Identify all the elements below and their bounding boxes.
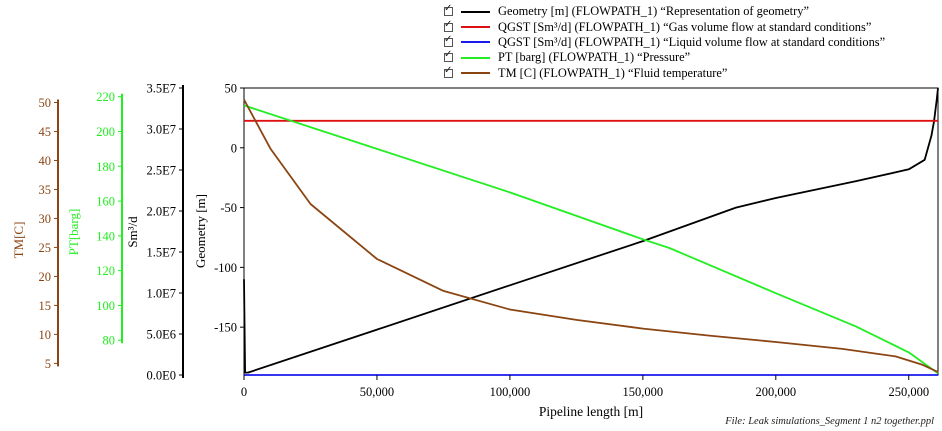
legend-swatch (461, 56, 490, 59)
legend-checkbox[interactable] (444, 3, 453, 17)
legend-swatch (461, 41, 490, 44)
legend: Geometry [m] (FLOWPATH_1) “Representatio… (444, 3, 942, 81)
sm3d-tick-label: 2.0E7 (146, 205, 176, 219)
sm3d-tick-label: 3.0E7 (146, 123, 176, 137)
tm-axis-label: TM[C] (11, 222, 26, 259)
geometry-tick-label: -150 (214, 321, 237, 335)
sm3d-tick-label: 2.5E7 (146, 164, 176, 178)
legend-item-qgst-gas[interactable]: QGST [Sm³/d] (FLOWPATH_1) “Gas volume fl… (444, 19, 942, 34)
pt-tick-label: 180 (96, 160, 115, 174)
pt-tick-label: 100 (96, 299, 115, 313)
sm3d-tick-label: 3.5E7 (146, 82, 176, 96)
x-tick-label: 250,000 (888, 385, 929, 399)
legend-label: QGST [Sm³/d] (FLOWPATH_1) “Gas volume fl… (498, 19, 872, 34)
geometry-tick-label: 50 (225, 82, 238, 96)
legend-item-tm[interactable]: TM [C] (FLOWPATH_1) “Fluid temperature” (444, 65, 942, 81)
series-line-geometry-m (243, 87, 939, 374)
file-note: File: Leak simulations_Segment 1 n2 toge… (725, 416, 934, 427)
x-axis-label: Pipeline length [m] (539, 404, 643, 419)
legend-label: Geometry [m] (FLOWPATH_1) “Representatio… (498, 4, 809, 19)
tm-tick-label: 10 (39, 328, 52, 342)
legend-checkbox[interactable] (444, 65, 453, 78)
x-tick-label: 150,000 (623, 385, 664, 399)
pt-tick-label: 140 (96, 229, 115, 243)
tm-tick-label: 20 (39, 270, 52, 284)
legend-swatch (461, 26, 490, 29)
pt-axis-label: PT[barg] (66, 209, 81, 256)
tm-tick-label: 15 (39, 299, 52, 313)
plot-area (243, 87, 939, 376)
legend-item-qgst-liquid[interactable]: QGST [Sm³/d] (FLOWPATH_1) “Liquid volume… (444, 34, 942, 50)
tm-tick-label: 45 (39, 125, 52, 139)
legend-swatch (461, 72, 490, 75)
sm3d-tick-label: 1.5E7 (146, 246, 176, 260)
geometry-axis-label: Geometry [m] (193, 194, 208, 268)
x-tick-label: 0 (241, 385, 247, 399)
geometry-tick-label: -50 (220, 201, 237, 215)
series-layer (243, 87, 939, 376)
x-tick-label: 50,000 (360, 385, 394, 399)
series-line-tm-c (243, 99, 939, 373)
tm-tick-label: 35 (39, 183, 52, 197)
legend-checkbox[interactable] (444, 34, 453, 47)
sm3d-tick-label: 0.0E0 (146, 369, 176, 383)
sm3d-tick-label: 1.0E7 (146, 287, 176, 301)
legend-item-geometry[interactable]: Geometry [m] (FLOWPATH_1) “Representatio… (444, 3, 942, 19)
pt-tick-label: 80 (103, 334, 116, 348)
series-line-pt-barg (243, 104, 939, 375)
legend-checkbox[interactable] (444, 49, 453, 63)
sm3d-axis-label: Sm³/d (125, 216, 140, 248)
x-tick-label: 200,000 (755, 385, 796, 399)
pt-tick-label: 200 (96, 125, 115, 139)
tm-tick-label: 30 (39, 212, 52, 226)
tm-tick-label: 40 (39, 154, 52, 168)
axis-layer: 0 50,000 100,000 150,000 200,000 250,000 50 0 -5… (39, 82, 930, 400)
x-tick-label: 100,000 (490, 385, 531, 399)
tm-tick-label: 50 (39, 96, 52, 110)
tm-tick-label: 5 (45, 357, 51, 371)
pt-tick-label: 160 (96, 195, 115, 209)
pt-tick-label: 120 (96, 264, 115, 278)
legend-label: PT [barg] (FLOWPATH_1) “Pressure” (498, 50, 691, 65)
geometry-tick-label: -100 (214, 261, 237, 275)
legend-label: TM [C] (FLOWPATH_1) “Fluid temperature” (498, 65, 728, 80)
legend-swatch (461, 10, 490, 13)
legend-label: QGST [Sm³/d] (FLOWPATH_1) “Liquid volume… (498, 34, 886, 49)
pt-tick-label: 220 (96, 90, 115, 104)
tm-tick-label: 25 (39, 241, 52, 255)
legend-item-pt[interactable]: PT [barg] (FLOWPATH_1) “Pressure” (444, 49, 942, 65)
geometry-tick-label: 0 (231, 141, 237, 155)
sm3d-tick-label: 5.0E6 (146, 328, 176, 342)
legend-checkbox[interactable] (444, 19, 453, 32)
